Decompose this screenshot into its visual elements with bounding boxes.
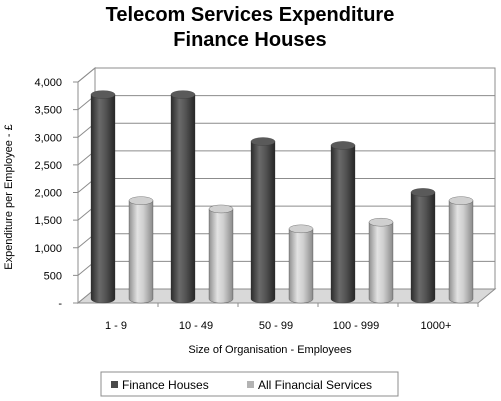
- bar-top: [410, 188, 436, 197]
- bar-body: [128, 200, 154, 304]
- bar-body: [250, 141, 276, 304]
- bar-all-financial-services-4: [448, 196, 474, 304]
- chart-title-line-2: Finance Houses: [173, 29, 326, 51]
- bar-body: [330, 145, 356, 304]
- y-axis-label: Expenditure per Employee - £: [3, 124, 15, 270]
- bar-top: [170, 90, 196, 99]
- bar-top: [90, 90, 116, 99]
- y-tick-label: -: [58, 298, 62, 310]
- bar-top: [128, 196, 154, 205]
- y-tick-label: 2,000: [34, 188, 62, 200]
- bar-finance-houses-2: [250, 137, 276, 304]
- bar-top: [448, 196, 474, 205]
- bar-all-financial-services-0: [128, 196, 154, 304]
- bar-body: [448, 200, 474, 304]
- bar-body: [368, 222, 394, 304]
- x-axis-label: Size of Organisation - Employees: [188, 344, 352, 356]
- legend-swatch-all-financial-services: [247, 381, 254, 388]
- x-tick-label: 10 - 49: [179, 320, 213, 332]
- bar-finance-houses-3: [330, 141, 356, 304]
- y-tick-label: 1,500: [34, 215, 62, 227]
- bar-top: [208, 204, 234, 214]
- y-tick-label: 4,000: [34, 77, 62, 89]
- bar-all-financial-services-1: [208, 204, 234, 304]
- bar-all-financial-services-2: [288, 224, 314, 304]
- gridline: [77, 67, 495, 83]
- legend-label-finance-houses: Finance Houses: [122, 378, 209, 392]
- bar-all-financial-services-3: [368, 218, 394, 304]
- x-tick-label: 1 - 9: [105, 320, 127, 332]
- y-tick-label: 1,000: [34, 243, 62, 255]
- y-tick-label: 3,000: [34, 132, 62, 144]
- bars: [90, 90, 474, 304]
- bar-body: [170, 94, 196, 304]
- bar-top: [250, 137, 276, 146]
- x-tick-label: 100 - 999: [333, 320, 379, 332]
- bar-body: [410, 192, 436, 304]
- chart-title-line-1: Telecom Services Expenditure: [106, 4, 395, 26]
- bar-top: [330, 141, 356, 150]
- legend-swatch-finance-houses: [111, 381, 118, 388]
- y-axis-ticks: - 500 1,000 1,500 2,000 2,500 3,000 3,500 4,000: [34, 77, 79, 310]
- legend-label-all-financial-services: All Financial Services: [258, 378, 372, 392]
- y-tick-label: 500: [44, 270, 62, 282]
- bar-body: [288, 228, 314, 304]
- y-tick-label: 3,500: [34, 105, 62, 117]
- y-tick-label: 2,500: [34, 160, 62, 172]
- bar-body: [90, 94, 116, 304]
- x-axis-ticks: 1 - 9 10 - 49 50 - 99 100 - 999 1000+: [105, 303, 479, 332]
- bar-top: [288, 224, 314, 233]
- bar-body: [208, 208, 234, 304]
- bar-finance-houses-4: [410, 188, 436, 304]
- x-tick-label: 1000+: [421, 320, 452, 332]
- bar-finance-houses-1: [170, 90, 196, 304]
- bar-top: [368, 218, 394, 227]
- legend: Finance Houses All Financial Services: [100, 371, 399, 397]
- bar-finance-houses-0: [90, 90, 116, 304]
- x-tick-label: 50 - 99: [259, 320, 293, 332]
